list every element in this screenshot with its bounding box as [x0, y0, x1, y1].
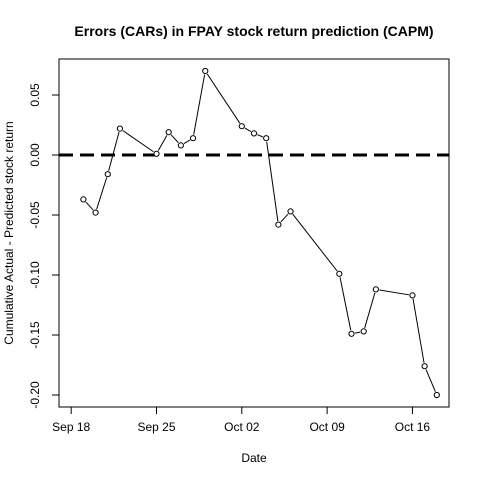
line-segment [339, 277, 352, 331]
data-point [287, 208, 294, 215]
data-point [263, 135, 270, 142]
data-point [238, 123, 245, 130]
y-tick-label: 0.05 [28, 83, 42, 107]
line-segment [170, 134, 179, 144]
data-point [80, 196, 87, 203]
data-point [275, 221, 282, 228]
line-segment [292, 213, 338, 272]
line-segment [244, 127, 252, 132]
line-segment [206, 73, 241, 124]
line-segment [364, 292, 376, 329]
y-tick-label: -0.20 [28, 381, 42, 409]
line-segment [108, 131, 120, 171]
data-point [348, 330, 355, 337]
data-point [153, 150, 160, 157]
data-point [177, 142, 184, 149]
line-segment [266, 141, 279, 222]
x-tick-label: Oct 02 [224, 420, 260, 434]
line-segment [85, 201, 94, 211]
line-segment [157, 135, 168, 151]
data-point [202, 67, 209, 75]
x-axis: Sep 18 Sep 25 Oct 02 Oct 09 Oct 16 [52, 406, 431, 434]
y-tick-label: -0.10 [28, 261, 42, 289]
line-segment [280, 213, 289, 223]
y-axis-label: Cumulative Actual - Predicted stock retu… [2, 121, 16, 344]
data-point [189, 135, 197, 142]
line-segment [425, 369, 436, 392]
line-segment [193, 74, 206, 135]
line-segment [354, 331, 361, 334]
data-point [372, 286, 379, 293]
data-point [360, 328, 367, 335]
data-point [421, 363, 428, 370]
y-tick-label: -0.15 [28, 321, 42, 349]
line-segment [183, 139, 191, 144]
line-segment [412, 298, 425, 363]
data-point [116, 125, 124, 132]
data-point [433, 391, 440, 399]
y-tick-label: 0.00 [28, 143, 42, 167]
data-point [165, 129, 172, 136]
x-axis-label: Date [241, 451, 267, 465]
data-point [92, 209, 99, 216]
x-tick-label: Sep 18 [52, 420, 90, 434]
x-tick-label: Oct 16 [395, 420, 431, 434]
x-tick-label: Oct 09 [309, 420, 345, 434]
y-axis: 0.05 0.00 -0.05 -0.10 -0.15 -0.20 [28, 83, 60, 409]
line-segment [257, 134, 264, 138]
line-segment [122, 130, 154, 153]
line-segment [96, 177, 108, 210]
data-point [104, 171, 111, 178]
chart-title: Errors (CARs) in FPAY stock return predi… [74, 23, 433, 39]
data-point [336, 270, 343, 277]
series-line [85, 73, 436, 392]
data-point [250, 130, 258, 137]
y-tick-label: -0.05 [28, 201, 42, 229]
series-points [80, 67, 440, 399]
data-point [409, 292, 416, 299]
plot-frame [58, 58, 450, 408]
line-segment [379, 289, 409, 296]
x-tick-label: Sep 25 [137, 420, 175, 434]
